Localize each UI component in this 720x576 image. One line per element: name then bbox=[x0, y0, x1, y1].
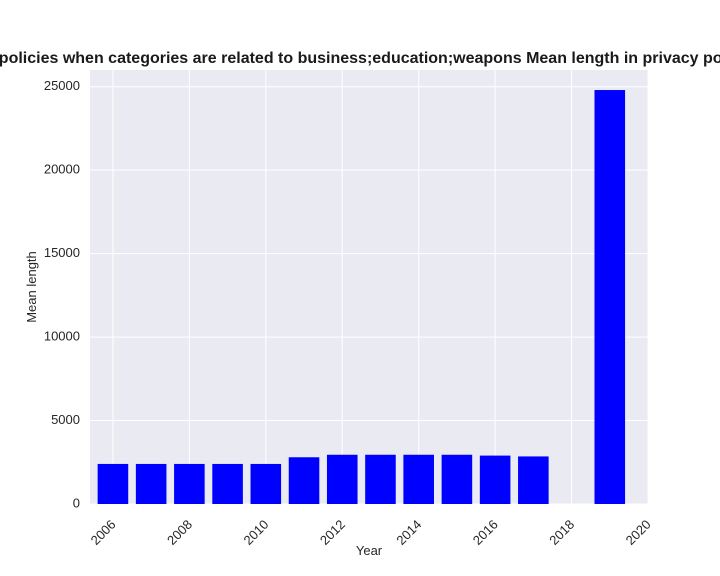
x-tick-label: 2016 bbox=[470, 517, 501, 548]
y-tick-label: 20000 bbox=[44, 162, 80, 177]
bar-2015 bbox=[441, 454, 473, 504]
bar-2012 bbox=[326, 454, 358, 504]
chart-title: Number of policies when categories are r… bbox=[0, 50, 720, 67]
x-tick-label: 2020 bbox=[623, 517, 654, 548]
bar-2008 bbox=[174, 463, 205, 504]
y-tick-labels: 0 5000 10000 15000 20000 25000 bbox=[44, 78, 80, 510]
grid-lines bbox=[90, 70, 649, 505]
x-tick-label: 2012 bbox=[317, 517, 348, 548]
bar-2019 bbox=[594, 90, 626, 505]
bar-2013 bbox=[365, 454, 396, 504]
x-tick-label: 2018 bbox=[546, 517, 577, 548]
x-tick-label: 2006 bbox=[88, 517, 119, 548]
bar-2011 bbox=[288, 457, 320, 504]
bar-2006 bbox=[97, 463, 129, 504]
y-axis-label: Mean length bbox=[24, 251, 39, 323]
y-tick-label: 25000 bbox=[44, 78, 80, 93]
y-tick-label: 5000 bbox=[51, 412, 80, 427]
bar-2014 bbox=[403, 454, 434, 504]
bars bbox=[97, 90, 626, 505]
plot-background bbox=[90, 70, 648, 504]
bar-2010 bbox=[250, 463, 282, 504]
bar-2007 bbox=[135, 463, 167, 504]
bar-2017 bbox=[518, 456, 549, 504]
bar-2009 bbox=[212, 463, 243, 504]
x-tick-label: 2010 bbox=[240, 517, 271, 548]
y-tick-label: 0 bbox=[73, 495, 80, 510]
x-tick-label: 2008 bbox=[164, 517, 195, 548]
y-tick-label: 10000 bbox=[44, 329, 80, 344]
y-tick-label: 15000 bbox=[44, 245, 80, 260]
x-tick-label: 2014 bbox=[393, 517, 424, 548]
x-axis-label: Year bbox=[356, 543, 383, 558]
bar-2016 bbox=[479, 455, 511, 504]
